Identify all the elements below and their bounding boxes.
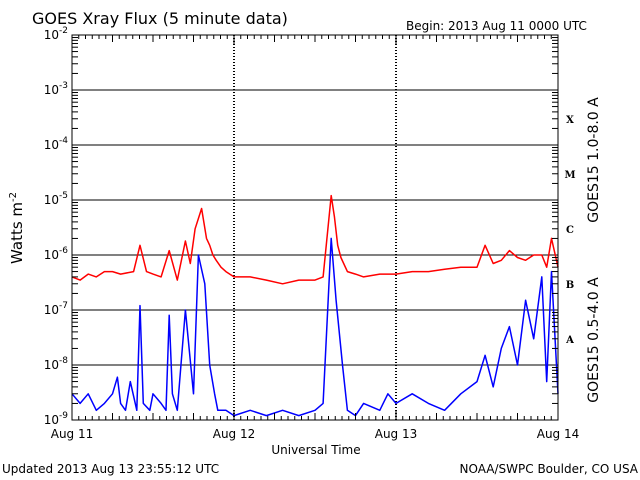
legend-short-channel: GOES15 0.5-4.0 A [586, 277, 602, 403]
plot-frame [71, 34, 559, 421]
grid-layer [72, 34, 558, 421]
chart-title: GOES Xray Flux (5 minute data) [32, 9, 288, 28]
series-layer [71, 194, 559, 417]
legend-long-channel: GOES15 1.0-8.0 A [586, 97, 602, 223]
series-short-channel [71, 237, 559, 417]
x-axis-label: Universal Time [271, 443, 360, 457]
updated-timestamp: Updated 2013 Aug 13 23:55:12 UTC [2, 462, 219, 476]
label-layer: 10-9 10-8 10-7 10-6 10-5 10-4 10-3 10-2 Aug 11 Au… [44, 26, 580, 441]
flare-class-label: X [566, 115, 574, 126]
flare-class-label: A [565, 335, 574, 346]
y-axis-label-base: Watts m [8, 202, 26, 264]
flare-class-label: M [564, 170, 575, 181]
y-tick-label: 10-3 [44, 81, 68, 97]
flare-class-label: B [566, 280, 574, 291]
x-tick-label: Aug 11 [51, 427, 94, 441]
y-tick-label: 10-8 [44, 356, 69, 372]
y-axis-label: Watts m-2 [8, 192, 26, 264]
y-tick-label: 10-2 [44, 26, 68, 42]
x-tick-label: Aug 13 [375, 427, 418, 441]
y-tick-label: 10-5 [44, 191, 68, 207]
flare-class-label: C [566, 225, 574, 236]
x-tick-label: Aug 14 [537, 427, 580, 441]
begin-label: Begin: 2013 Aug 11 0000 UTC [406, 19, 587, 33]
source-label: NOAA/SWPC Boulder, CO USA [460, 462, 639, 476]
y-tick-label: 10-4 [44, 136, 69, 152]
y-tick-label: 10-6 [44, 246, 69, 262]
svg-text:Watts m-2: Watts m-2 [8, 192, 26, 264]
y-tick-label: 10-9 [44, 411, 69, 427]
x-tick-label: Aug 12 [213, 427, 256, 441]
axis-layer [71, 34, 559, 421]
series-long-channel [71, 194, 559, 285]
y-tick-label: 10-7 [44, 301, 68, 317]
y-axis-label-exp: -2 [8, 192, 19, 202]
